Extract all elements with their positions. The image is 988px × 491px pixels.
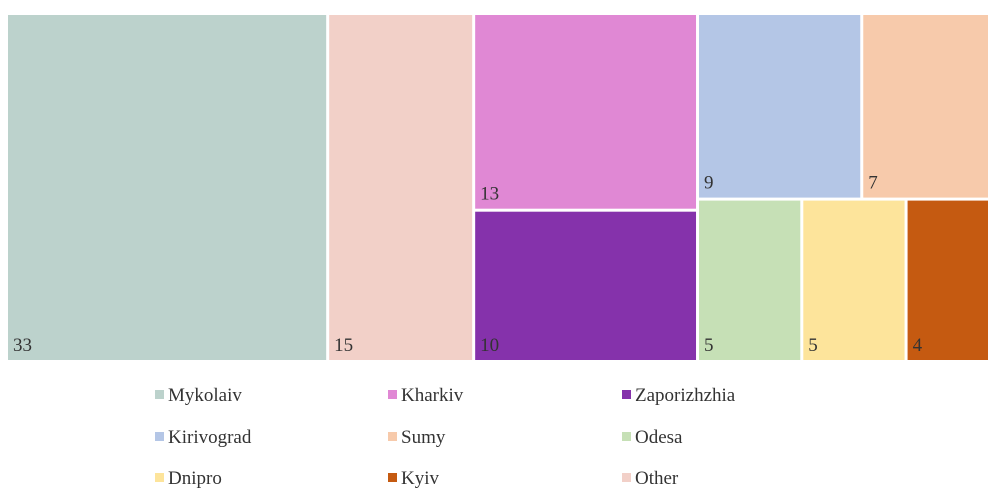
legend-swatch	[155, 432, 164, 441]
legend-swatch	[388, 432, 397, 441]
tile-value: 10	[480, 335, 499, 356]
tile-value: 4	[913, 335, 923, 356]
legend-label: Dnipro	[168, 468, 222, 489]
tile-value: 15	[334, 335, 353, 356]
legend-label: Other	[635, 468, 679, 489]
tile	[863, 15, 988, 198]
legend-label: Mykolaiv	[168, 385, 242, 406]
legend-swatch	[622, 390, 631, 399]
tile	[475, 15, 697, 209]
tile-value: 5	[704, 335, 714, 356]
legend-swatch	[388, 473, 397, 482]
legend-swatch	[622, 473, 631, 482]
tile	[8, 15, 327, 360]
legend-swatch	[155, 473, 164, 482]
legend-swatch	[155, 390, 164, 399]
legend-label: Kharkiv	[401, 385, 464, 406]
tile-value: 33	[13, 335, 32, 356]
legend-label: Kirivograd	[168, 427, 252, 448]
legend-label: Kyiv	[401, 468, 440, 489]
legend-swatch	[388, 390, 397, 399]
tile	[329, 15, 473, 360]
tile	[699, 200, 801, 360]
tile-value: 9	[704, 173, 714, 194]
tile	[699, 15, 861, 198]
legend-label: Odesa	[635, 427, 683, 448]
legend-swatch	[622, 432, 631, 441]
tile-value: 7	[868, 173, 878, 194]
tile-value: 5	[808, 335, 818, 356]
tile-value: 13	[480, 184, 499, 205]
legend-label: Sumy	[401, 427, 446, 448]
tile	[907, 200, 988, 360]
tile	[803, 200, 905, 360]
tile	[475, 211, 697, 360]
legend-label: Zaporizhzhia	[635, 385, 736, 406]
